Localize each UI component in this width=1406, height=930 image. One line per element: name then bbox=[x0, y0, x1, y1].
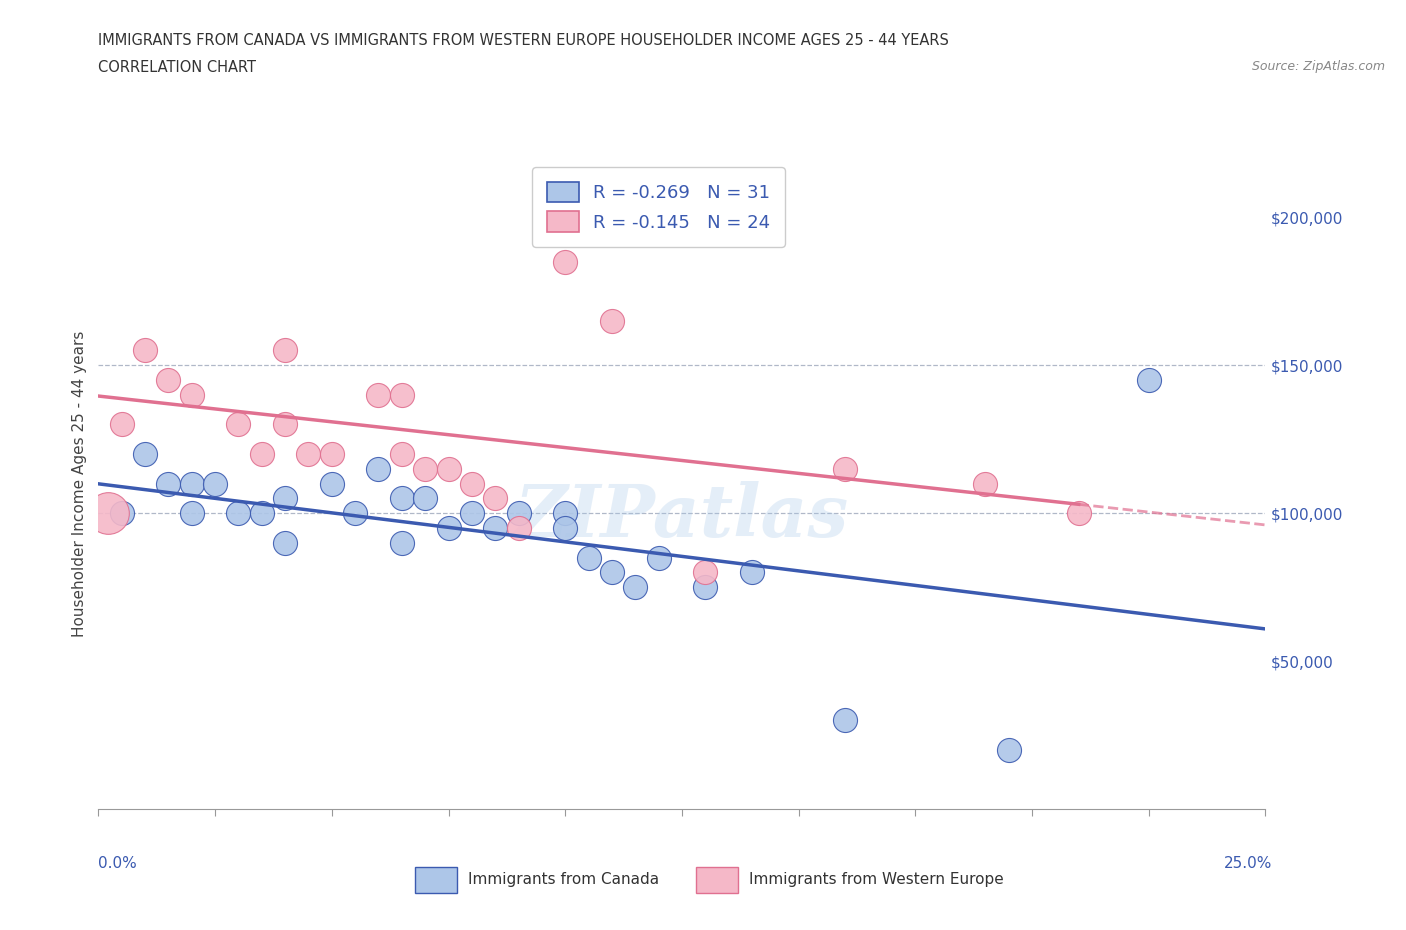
Point bbox=[367, 388, 389, 403]
Point bbox=[274, 417, 297, 432]
Point bbox=[1137, 373, 1160, 388]
Point bbox=[391, 491, 413, 506]
Point bbox=[274, 536, 297, 551]
Point bbox=[437, 521, 460, 536]
Text: IMMIGRANTS FROM CANADA VS IMMIGRANTS FROM WESTERN EUROPE HOUSEHOLDER INCOME AGES: IMMIGRANTS FROM CANADA VS IMMIGRANTS FRO… bbox=[98, 33, 949, 47]
Point bbox=[180, 388, 202, 403]
Point bbox=[204, 476, 226, 491]
Text: 25.0%: 25.0% bbox=[1225, 856, 1272, 870]
Text: Immigrants from Canada: Immigrants from Canada bbox=[468, 872, 659, 887]
Point bbox=[554, 521, 576, 536]
Point bbox=[600, 313, 623, 328]
Point bbox=[250, 506, 273, 521]
Point bbox=[391, 446, 413, 461]
Text: ZIPatlas: ZIPatlas bbox=[515, 481, 849, 551]
Point bbox=[228, 506, 250, 521]
Point bbox=[834, 713, 856, 728]
Point bbox=[134, 343, 156, 358]
Point bbox=[554, 254, 576, 269]
Point bbox=[180, 506, 202, 521]
Point bbox=[624, 579, 647, 594]
Point bbox=[695, 565, 717, 579]
Point bbox=[344, 506, 367, 521]
Point bbox=[974, 476, 997, 491]
Point bbox=[695, 579, 717, 594]
Point bbox=[1067, 506, 1090, 521]
Point bbox=[834, 461, 856, 476]
Y-axis label: Householder Income Ages 25 - 44 years: Householder Income Ages 25 - 44 years bbox=[72, 330, 87, 637]
Point bbox=[647, 551, 669, 565]
Point bbox=[461, 476, 484, 491]
Point bbox=[157, 476, 180, 491]
Point bbox=[484, 491, 506, 506]
Point bbox=[461, 506, 484, 521]
Point bbox=[437, 461, 460, 476]
Point bbox=[554, 506, 576, 521]
Point bbox=[321, 476, 343, 491]
Point bbox=[97, 506, 120, 521]
Point bbox=[157, 373, 180, 388]
Point bbox=[250, 446, 273, 461]
Point bbox=[741, 565, 763, 579]
Point bbox=[111, 417, 134, 432]
Point bbox=[508, 521, 530, 536]
Point bbox=[484, 521, 506, 536]
Point bbox=[228, 417, 250, 432]
Point bbox=[274, 491, 297, 506]
Point bbox=[180, 476, 202, 491]
Point bbox=[134, 446, 156, 461]
Point bbox=[274, 343, 297, 358]
Point bbox=[997, 742, 1019, 757]
Point bbox=[111, 506, 134, 521]
Point bbox=[600, 565, 623, 579]
Point bbox=[367, 461, 389, 476]
Point bbox=[413, 461, 436, 476]
Point bbox=[321, 446, 343, 461]
Point bbox=[391, 388, 413, 403]
Text: Immigrants from Western Europe: Immigrants from Western Europe bbox=[749, 872, 1004, 887]
Text: Source: ZipAtlas.com: Source: ZipAtlas.com bbox=[1251, 60, 1385, 73]
Point bbox=[391, 536, 413, 551]
Text: 0.0%: 0.0% bbox=[98, 856, 138, 870]
Point bbox=[508, 506, 530, 521]
Text: CORRELATION CHART: CORRELATION CHART bbox=[98, 60, 256, 75]
Point bbox=[297, 446, 319, 461]
Legend: R = -0.269   N = 31, R = -0.145   N = 24: R = -0.269 N = 31, R = -0.145 N = 24 bbox=[531, 167, 785, 246]
Point bbox=[578, 551, 600, 565]
Point bbox=[413, 491, 436, 506]
